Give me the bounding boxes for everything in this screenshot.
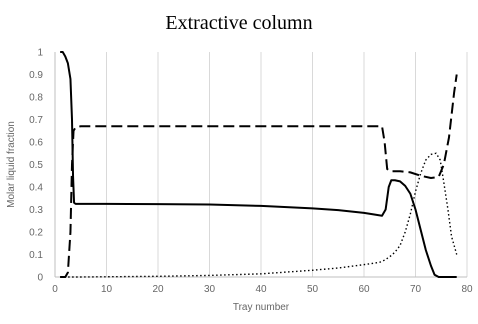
y-tick-label-0.7: 0.7 (29, 115, 43, 126)
y-tick-label-0: 0 (37, 273, 43, 284)
x-tick-label-80: 80 (461, 284, 473, 295)
x-tick-label-10: 10 (101, 284, 113, 295)
x-tick-label-60: 60 (358, 284, 370, 295)
y-tick-label-0.4: 0.4 (29, 183, 43, 194)
y-tick-label-0.6: 0.6 (29, 138, 43, 149)
y-tick-label-1: 1 (37, 48, 43, 59)
series-line-solid (60, 52, 457, 277)
x-tick-label-30: 30 (204, 284, 216, 295)
y-axis-title: Molar liquid fraction (6, 121, 17, 208)
x-tick-label-50: 50 (307, 284, 319, 295)
x-axis-title: Tray number (233, 302, 290, 313)
x-tick-label-70: 70 (410, 284, 422, 295)
y-tick-label-0.2: 0.2 (29, 228, 43, 239)
x-tick-label-0: 0 (52, 284, 58, 295)
y-tick-label-0.8: 0.8 (29, 93, 43, 104)
y-tick-label-0.1: 0.1 (29, 250, 43, 261)
y-tick-label-0.9: 0.9 (29, 70, 43, 81)
y-tick-label-0.3: 0.3 (29, 205, 43, 216)
x-tick-label-20: 20 (152, 284, 164, 295)
x-tick-label-40: 40 (255, 284, 267, 295)
y-tick-label-0.5: 0.5 (29, 160, 43, 171)
series-line-dashed (60, 75, 457, 278)
